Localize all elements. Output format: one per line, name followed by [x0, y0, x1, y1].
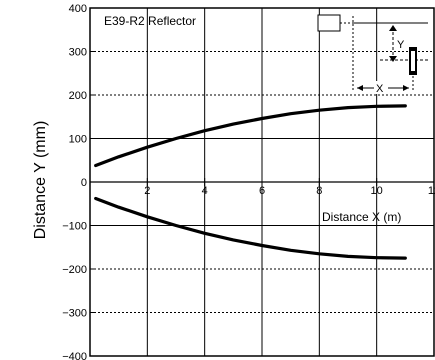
tick-labels: 2 4 6 8 10 12 400 300 200 100 0 −100 −200 −300 −400 — [62, 3, 435, 360]
y-tick-label: −400 — [62, 351, 87, 360]
inset-x-label: X — [376, 83, 384, 95]
y-tick-label: −100 — [62, 221, 87, 233]
y-tick-label: 300 — [69, 47, 87, 59]
series-line-1 — [94, 104, 407, 168]
sensor-box — [317, 14, 341, 32]
grid — [90, 7, 435, 357]
reflector-diagram: Y X — [317, 14, 428, 95]
inset-x-label-bg — [374, 81, 388, 94]
reflector-block-inner — [411, 51, 415, 71]
x-arrow-left — [357, 85, 363, 91]
y-tick-label: −300 — [62, 308, 87, 320]
y-tick-label: 0 — [81, 177, 87, 189]
x-tick-label: 10 — [371, 185, 383, 197]
y-tick-label: 400 — [69, 3, 87, 15]
y-tick-label: 200 — [69, 90, 87, 102]
x-tick-label: 8 — [316, 185, 322, 197]
y-arrow-bottom — [389, 56, 397, 62]
x-tick-label: 2 — [144, 185, 150, 197]
y-tick-label: −200 — [62, 264, 87, 276]
y-arrow-top — [389, 25, 397, 31]
inset-y-label: Y — [397, 39, 405, 51]
y-axis-title: Distance Y (mm) — [32, 121, 49, 240]
y-tick-label: 100 — [69, 134, 87, 146]
x-tick-label: 4 — [202, 185, 208, 197]
data-series — [94, 104, 407, 260]
x-tick-label: 6 — [259, 185, 265, 197]
x-axis-title: Distance X (m) — [322, 210, 401, 224]
x-tick-label: 12 — [428, 185, 435, 197]
x-arrow-right — [403, 85, 409, 91]
series-line-2 — [94, 196, 407, 260]
chart-title: E39-R2 Reflector — [104, 14, 196, 28]
